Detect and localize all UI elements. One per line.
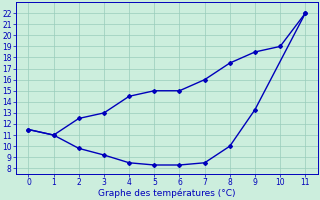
- X-axis label: Graphe des températures (°C): Graphe des températures (°C): [98, 188, 236, 198]
